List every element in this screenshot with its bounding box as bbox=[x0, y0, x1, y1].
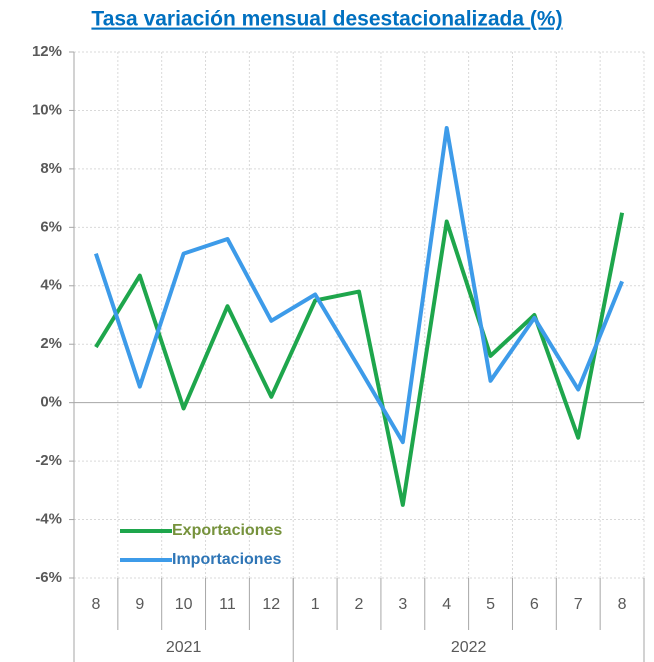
group-label: 2022 bbox=[451, 639, 487, 656]
y-tick-label: 4% bbox=[40, 277, 62, 294]
x-tick-label: 6 bbox=[530, 596, 539, 613]
y-tick-label: -4% bbox=[35, 511, 62, 528]
y-tick-label: 12% bbox=[32, 43, 62, 60]
chart-title: Tasa variación mensual desestacionalizad… bbox=[91, 8, 562, 31]
y-tick-label: 0% bbox=[40, 394, 62, 411]
x-tick-label: 12 bbox=[262, 596, 280, 613]
x-tick-label: 8 bbox=[618, 596, 627, 613]
x-tick-label: 10 bbox=[175, 596, 193, 613]
y-tick-label: 10% bbox=[32, 101, 62, 118]
series-line bbox=[94, 126, 624, 445]
series-line bbox=[94, 212, 625, 507]
x-tick-label: 8 bbox=[91, 596, 100, 613]
legend-label: Exportaciones bbox=[172, 522, 282, 539]
y-tick-label: 8% bbox=[40, 160, 62, 177]
x-tick-label: 7 bbox=[574, 596, 583, 613]
x-tick-label: 3 bbox=[398, 596, 407, 613]
y-tick-label: 6% bbox=[40, 218, 62, 235]
x-tick-label: 2 bbox=[355, 596, 364, 613]
x-tick-label: 9 bbox=[135, 596, 144, 613]
y-tick-label: -6% bbox=[35, 569, 62, 586]
x-tick-label: 5 bbox=[486, 596, 495, 613]
x-tick-label: 1 bbox=[311, 596, 320, 613]
legend-label: Importaciones bbox=[172, 551, 281, 568]
group-label: 2021 bbox=[166, 639, 202, 656]
y-tick-label: -2% bbox=[35, 452, 62, 469]
y-tick-label: 2% bbox=[40, 335, 62, 352]
x-tick-label: 11 bbox=[219, 596, 236, 613]
x-tick-label: 4 bbox=[442, 596, 451, 613]
